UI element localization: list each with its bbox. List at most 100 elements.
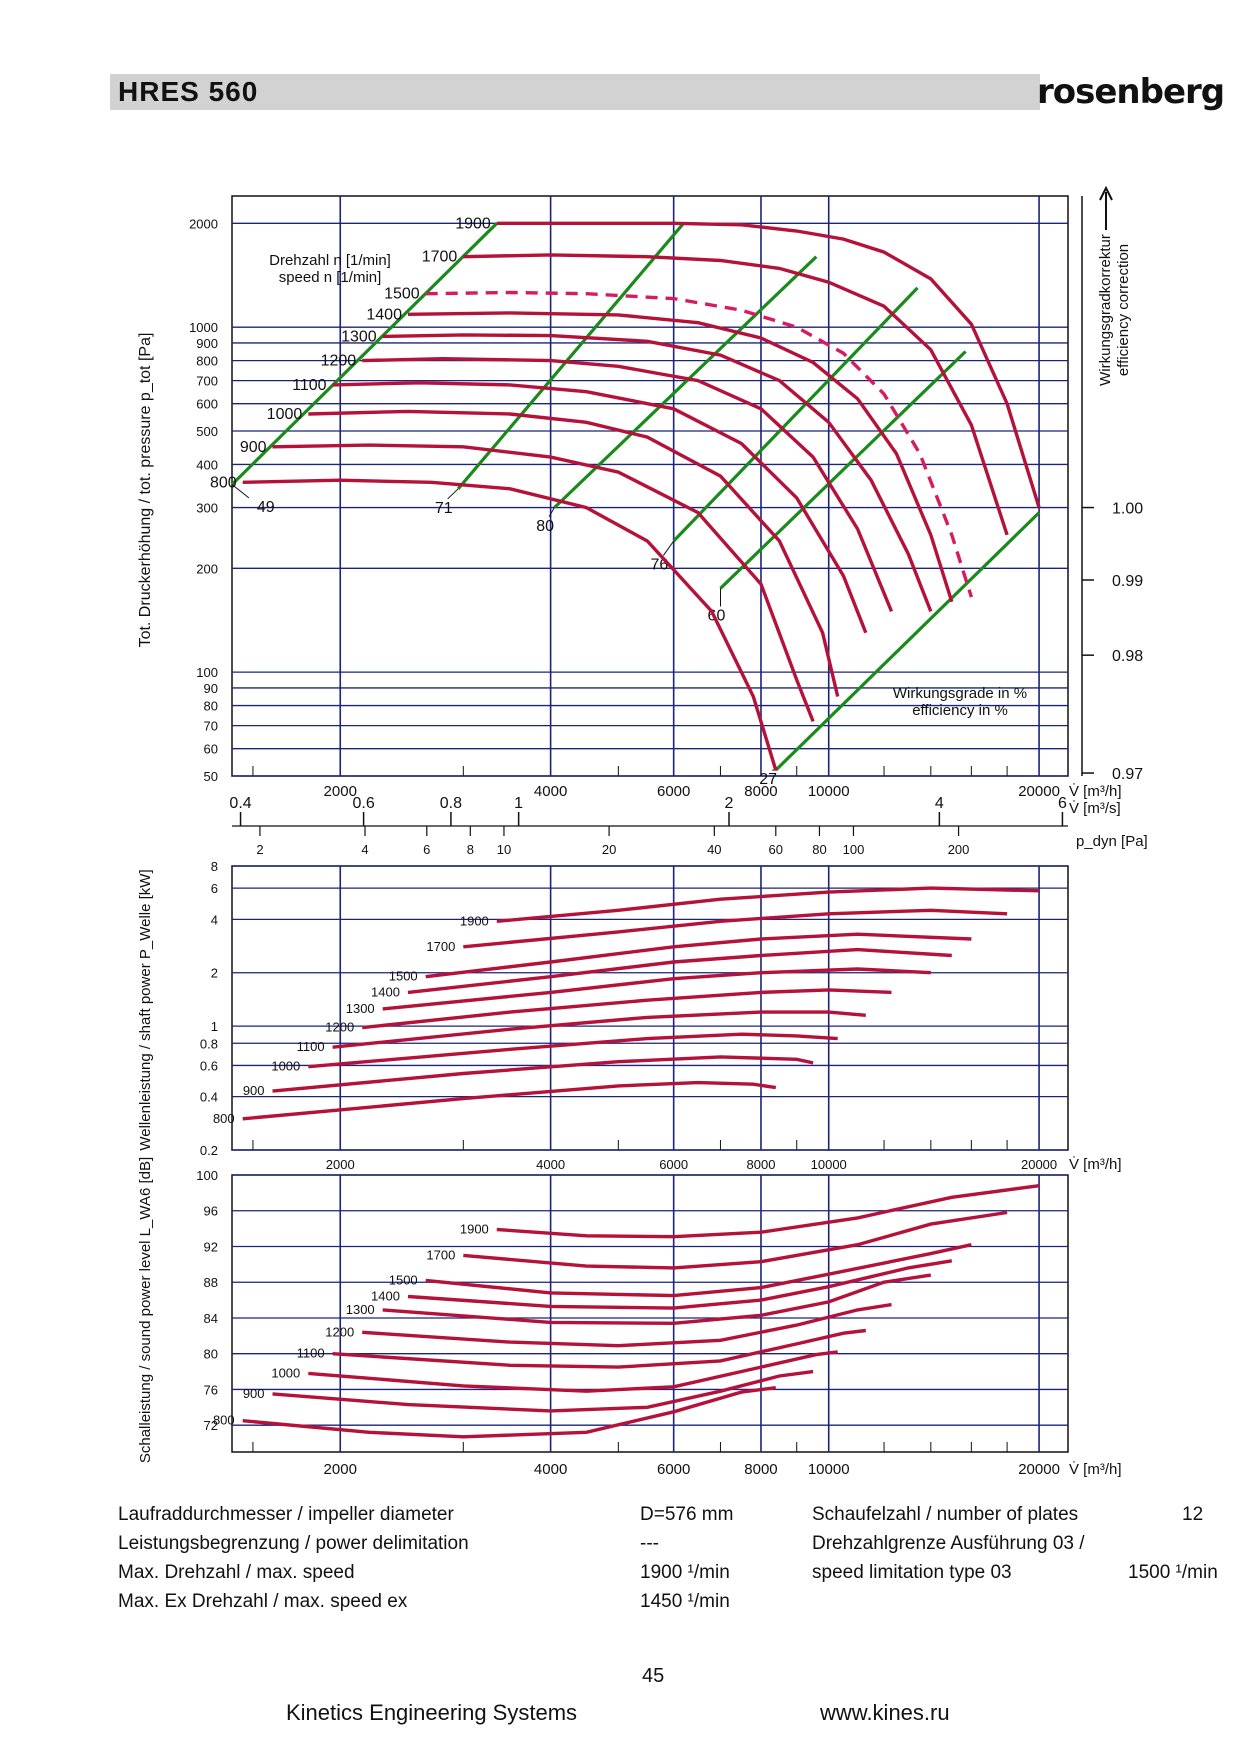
sound-curve-800 (242, 1386, 777, 1439)
sound-power-ytick-label: 88 (204, 1275, 218, 1290)
efficiency-legend-de: Wirkungsgrade in % (893, 685, 1027, 702)
pdyn-tick-label: 60 (769, 842, 783, 857)
spec-value-speed-limit: 1500 ¹/min (1128, 1562, 1218, 1583)
spec-label-plates: Schaufelzahl / number of plates (812, 1504, 1079, 1525)
pressure-xtick-label: 4000 (534, 783, 567, 800)
pressure-curve-label-1400: 1400 (366, 306, 402, 323)
pressure-ytick-label: 100 (196, 665, 218, 680)
spec-value-max-speed-ex: 1450 ¹/min (640, 1591, 730, 1612)
pressure-ytick-label: 800 (196, 354, 218, 369)
efficiency-line-80 (553, 255, 818, 509)
pdyn-tick-label: 10 (497, 842, 511, 857)
pressure-curve-1200 (362, 356, 894, 613)
pressure-curve-label-1900: 1900 (455, 215, 491, 232)
shaft-power-ytick-label: 0.8 (200, 1036, 218, 1051)
sound-power-ytick-label: 100 (196, 1168, 218, 1183)
shaft-power-ytick-label: 0.6 (200, 1058, 218, 1073)
pressure-curve-1900 (496, 221, 1041, 509)
sound-curve-label-1000: 1000 (271, 1365, 300, 1380)
shaft-ylabel: Wellenleistung / shaft power P_Welle [kW… (137, 869, 154, 1150)
pressure-xtick-label: 6000 (657, 783, 690, 800)
sound-curve-1700 (463, 1210, 1008, 1270)
efficiency-label-80: 80 (536, 518, 554, 535)
sound-curve-1400 (407, 1259, 953, 1310)
correction-tick-label: 0.99 (1112, 573, 1143, 590)
spec-label-power: Leistungsbegrenzung / power delimitation (118, 1533, 469, 1554)
spec-value-max-speed: 1900 ¹/min (640, 1562, 730, 1583)
pressure-curve-label-1100: 1100 (292, 377, 327, 394)
pdyn-tick-label: 20 (602, 842, 616, 857)
correction-tick-label: 1.00 (1112, 501, 1143, 518)
shaft-curve-1200 (362, 988, 892, 1030)
pressure-curve-label-900: 900 (240, 439, 267, 456)
title-bar (110, 74, 1040, 110)
spec-label-max-speed-ex: Max. Ex Drehzahl / max. speed ex (118, 1591, 408, 1612)
sound-xtick-label: 10000 (808, 1461, 850, 1478)
pressure-ylabel: Tot. Druckerhöhung / tot. pressure p_tot… (137, 333, 154, 648)
pressure-curve-label-800: 800 (210, 474, 237, 491)
sound-power-ytick-label: 96 (204, 1204, 218, 1219)
pressure-ytick-label: 600 (196, 397, 218, 412)
flow-ms-label: V̇ [m³/s] (1069, 800, 1121, 817)
efficiency-label-27: 27 (759, 771, 777, 788)
efficiency-label-49: 49 (257, 499, 275, 516)
sound-power-ytick-label: 84 (204, 1311, 218, 1326)
efficiency-line-49 (230, 222, 498, 486)
sound-xlabel: V̇ [m³/h] (1069, 1461, 1122, 1478)
spec-label-diameter: Laufraddurchmesser / impeller diameter (118, 1504, 454, 1525)
pressure-ytick-label: 900 (196, 336, 218, 351)
efficiency-line-27 (774, 511, 1041, 772)
shaft-curve-label-1200: 1200 (325, 1020, 354, 1035)
shaft-power-ytick-label: 8 (211, 859, 218, 874)
pressure-ytick-label: 300 (196, 501, 218, 516)
speed-legend-en: speed n [1/min] (279, 269, 382, 286)
spec-value-power: --- (640, 1533, 659, 1554)
sound-power-ytick-label: 92 (204, 1239, 218, 1254)
sound-xtick-label: 4000 (534, 1461, 567, 1478)
page-number: 45 (642, 1665, 665, 1687)
flow-ms-tick-label: 1 (514, 795, 523, 812)
pdyn-tick-label: 2 (256, 842, 263, 857)
shaft-power-ytick-label: 1 (211, 1019, 218, 1034)
flow-ms-tick-label: 0.8 (440, 795, 462, 812)
sound-curve-1200 (362, 1302, 892, 1348)
shaft-power-ytick-label: 4 (211, 912, 218, 927)
pdyn-tick-label: 40 (707, 842, 721, 857)
shaft-xtick-label: 8000 (747, 1157, 776, 1172)
shaft-curve-label-1000: 1000 (271, 1059, 300, 1074)
pressure-ytick-label: 80 (204, 699, 218, 714)
brand-logo: rosenberg (1037, 72, 1225, 112)
flow-ms-tick-label: 2 (725, 795, 734, 812)
pressure-curve-1400 (407, 311, 954, 603)
sound-curve-900 (272, 1369, 814, 1413)
shaft-curve-1700 (463, 908, 1008, 949)
efficiency-line-71 (456, 222, 685, 490)
efficiency-leader-49 (231, 484, 250, 499)
sound-xtick-label: 20000 (1018, 1461, 1060, 1478)
sound-curve-label-1700: 1700 (426, 1247, 455, 1262)
sound-xtick-label: 6000 (657, 1461, 690, 1478)
shaft-power-ytick-label: 2 (211, 966, 218, 981)
sound-curve-1100 (332, 1328, 867, 1369)
sound-curve-1500 (425, 1243, 972, 1298)
sound-xtick-label: 8000 (744, 1461, 777, 1478)
shaft-power-ytick-label: 0.2 (200, 1143, 218, 1158)
shaft-curve-label-1900: 1900 (460, 913, 489, 928)
pdyn-tick-label: 100 (843, 842, 865, 857)
correction-label-en: efficiency correction (1115, 244, 1132, 376)
efficiency-label-71: 71 (435, 500, 453, 517)
sound-curve-label-900: 900 (243, 1386, 265, 1401)
pressure-curve-label-1200: 1200 (321, 353, 357, 370)
pressure-curve-label-1300: 1300 (341, 328, 377, 345)
spec-value-diameter: D=576 mm (640, 1504, 734, 1525)
pressure-curve-label-1700: 1700 (422, 249, 458, 266)
efficiency-leader-76 (662, 540, 675, 556)
shaft-curve-label-1500: 1500 (389, 969, 418, 984)
shaft-curve-1300 (382, 967, 931, 1011)
page-title: HRES 560 (118, 76, 259, 107)
pressure-curve-label-1500: 1500 (384, 286, 420, 303)
sound-curve-1300 (382, 1273, 932, 1326)
speed-legend-de: Drehzahl n [1/min] (269, 252, 391, 269)
footer-company: Kinetics Engineering Systems (286, 1700, 578, 1725)
